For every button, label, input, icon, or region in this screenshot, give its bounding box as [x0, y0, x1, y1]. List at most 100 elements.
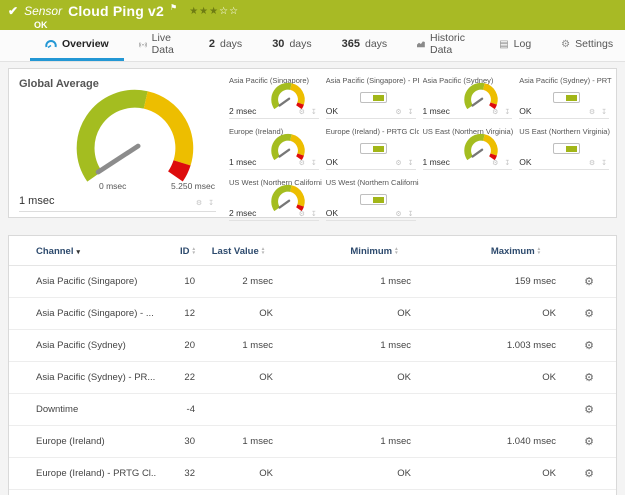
channel-id: -4 — [186, 404, 195, 415]
channel-settings-gear-icon[interactable]: ⚙ — [584, 372, 594, 384]
tab-log[interactable]: ▤ Log — [484, 30, 546, 61]
channel-gauge-cell[interactable]: Asia Pacific (Singapore) 2 msec ⚙ ↧ — [229, 71, 322, 122]
gauge-settings-pin-icons[interactable]: ⚙ ↧ — [298, 160, 319, 167]
tab-label: Log — [513, 38, 532, 50]
maximum-value: OK — [542, 372, 556, 383]
status-toggle-indicator — [359, 194, 387, 205]
table-row[interactable]: Downtime -4 ⚙ — [9, 394, 616, 426]
channel-name[interactable]: Asia Pacific (Sydney) - PR... — [36, 372, 156, 383]
tab-live-data[interactable]: Live Data — [124, 30, 194, 61]
channel-settings-gear-icon[interactable]: ⚙ — [584, 468, 594, 480]
channel-value: 1 msec — [229, 157, 257, 167]
column-header-id[interactable]: ID ▴ ▾ — [179, 245, 195, 257]
channel-settings-gear-icon[interactable]: ⚙ — [584, 276, 594, 288]
tab-label: days — [220, 38, 243, 50]
channel-name[interactable]: Europe (Ireland) - PRTG Cl... — [36, 468, 157, 479]
table-row[interactable]: Global Average 0 1 msec 1 msec 425 msec … — [9, 490, 616, 495]
maximum-value: 1.003 msec — [506, 340, 556, 351]
gauge-scale-max: 5.250 msec — [171, 181, 215, 191]
table-row[interactable]: Asia Pacific (Singapore) 10 2 msec 1 mse… — [9, 266, 616, 298]
last-value: OK — [259, 468, 273, 479]
column-header-minimum[interactable]: Minimum ▴ ▾ — [350, 245, 398, 257]
channel-gauge-cell[interactable]: US East (Northern Virginia) 1 msec ⚙ ↧ — [422, 122, 516, 173]
table-row[interactable]: Asia Pacific (Sydney) - PR... 22 OK OK O… — [9, 362, 616, 394]
tab-overview[interactable]: Overview — [30, 30, 124, 61]
channel-toggle-cell[interactable]: US East (Northern Virginia) - ... OK ⚙ ↧ — [519, 122, 612, 173]
sensor-banner: ✔ Sensor Cloud Ping v2 ⚑ ★★★☆☆ OK — [0, 0, 625, 30]
channel-id: 20 — [184, 340, 195, 351]
tab-30-days[interactable]: 30 days — [257, 30, 326, 61]
gauge-settings-pin-icons[interactable]: ⚙ ↧ — [588, 109, 609, 116]
channel-value: OK — [519, 106, 532, 116]
channel-title: US West (Northern California) — [229, 178, 322, 187]
column-header-channel[interactable]: Channel ▾ — [36, 246, 80, 257]
channel-settings-gear-icon[interactable]: ⚙ — [584, 308, 594, 320]
channel-title: Asia Pacific (Singapore) - PR... — [325, 76, 419, 85]
channel-gauge-cell[interactable]: Europe (Ireland) 1 msec ⚙ ↧ — [229, 122, 322, 173]
channel-name[interactable]: Asia Pacific (Singapore) - ... — [36, 308, 154, 319]
minimum-value: OK — [397, 468, 411, 479]
channel-title: Asia Pacific (Singapore) — [229, 76, 310, 85]
channel-toggle-cell[interactable]: Asia Pacific (Sydney) - PRTG ... OK ⚙ ↧ — [519, 71, 612, 122]
gauge-settings-pin-icons[interactable]: ⚙ ↧ — [492, 160, 513, 167]
gauge-scale-min: 0 msec — [99, 181, 127, 191]
maximum-value: 425 msec — [415, 490, 560, 495]
minimum-value — [277, 394, 415, 426]
last-value — [199, 394, 277, 426]
gauge-settings-pin-icons[interactable]: ⚙ ↧ — [395, 211, 416, 218]
mini-gauge — [271, 133, 305, 161]
gauge-settings-pin-icons[interactable]: ⚙ ↧ — [492, 109, 513, 116]
channel-toggle-cell[interactable]: US West (Northern California)... OK ⚙ ↧ — [325, 173, 419, 224]
table-row[interactable]: Europe (Ireland) - PRTG Cl... 32 OK OK O… — [9, 458, 616, 490]
tab-label: Live Data — [151, 32, 174, 56]
tab-settings[interactable]: ⚙ Settings — [546, 30, 625, 61]
tab-2-days[interactable]: 2 days — [194, 30, 257, 61]
table-row[interactable]: Asia Pacific (Singapore) - ... 12 OK OK … — [9, 298, 616, 330]
gauge-settings-pin-icons[interactable]: ⚙ ↧ — [298, 211, 319, 218]
channel-toggle-cell[interactable]: Asia Pacific (Singapore) - PR... OK ⚙ ↧ — [325, 71, 419, 122]
channel-name[interactable]: Europe (Ireland) — [36, 436, 105, 447]
gauge-value: 1 msec — [19, 195, 55, 207]
tab-label: Overview — [62, 38, 109, 50]
channel-gauge-cell[interactable]: US West (Northern California) 2 msec ⚙ ↧ — [229, 173, 322, 224]
column-header-last-value[interactable]: Last Value ▴ ▾ — [211, 245, 265, 257]
channel-id: 32 — [184, 468, 195, 479]
column-header-actions — [560, 236, 616, 266]
gauge-settings-pin-icons[interactable]: ⚙ ↧ — [195, 200, 216, 207]
maximum-value: OK — [542, 308, 556, 319]
global-average-gauge-panel[interactable]: Global Average 0 msec 5.250 msec 1 msec … — [9, 69, 221, 217]
minimum-value: OK — [397, 372, 411, 383]
channel-name[interactable]: Asia Pacific (Sydney) — [36, 340, 126, 351]
channel-title: US East (Northern Virginia) - ... — [519, 127, 612, 136]
channel-gauge-cell[interactable]: Asia Pacific (Sydney) 1 msec ⚙ ↧ — [422, 71, 516, 122]
mini-gauge — [271, 184, 305, 212]
gauge-settings-pin-icons[interactable]: ⚙ ↧ — [298, 109, 319, 116]
maximum-value: 159 msec — [514, 276, 556, 287]
last-value: OK — [259, 308, 273, 319]
tab-365-days[interactable]: 365 days — [327, 30, 403, 61]
column-header-maximum[interactable]: Maximum ▴ ▾ — [490, 245, 541, 257]
gauge-settings-pin-icons[interactable]: ⚙ ↧ — [588, 160, 609, 167]
table-row[interactable]: Asia Pacific (Sydney) 20 1 msec 1 msec 1… — [9, 330, 616, 362]
channel-name[interactable]: Global Average — [9, 490, 157, 495]
minimum-value: 1 msec — [380, 276, 411, 287]
status-toggle-indicator — [359, 143, 387, 154]
sort-icon: ▴ ▾ — [192, 245, 195, 257]
channel-settings-gear-icon[interactable]: ⚙ — [584, 436, 594, 448]
last-value: OK — [259, 372, 273, 383]
tab-historic-data[interactable]: Historic Data — [402, 30, 484, 61]
gauge-settings-pin-icons[interactable]: ⚙ ↧ — [395, 109, 416, 116]
gauge-settings-pin-icons[interactable]: ⚙ ↧ — [395, 160, 416, 167]
channel-name[interactable]: Asia Pacific (Singapore) — [36, 276, 138, 287]
channel-toggle-cell[interactable]: Europe (Ireland) - PRTG Cloud... OK ⚙ ↧ — [325, 122, 419, 173]
stars-empty: ☆☆ — [219, 5, 240, 17]
tab-label: days — [289, 38, 312, 50]
pause-flag-icon[interactable]: ⚑ — [170, 2, 178, 12]
priority-stars[interactable]: ★★★☆☆ — [189, 6, 239, 17]
last-value: 1 msec — [242, 436, 273, 447]
table-row[interactable]: Europe (Ireland) 30 1 msec 1 msec 1.040 … — [9, 426, 616, 458]
channel-settings-gear-icon[interactable]: ⚙ — [584, 340, 594, 352]
channel-name[interactable]: Downtime — [36, 404, 79, 415]
channel-id: 30 — [184, 436, 195, 447]
channel-settings-gear-icon[interactable]: ⚙ — [584, 404, 594, 416]
